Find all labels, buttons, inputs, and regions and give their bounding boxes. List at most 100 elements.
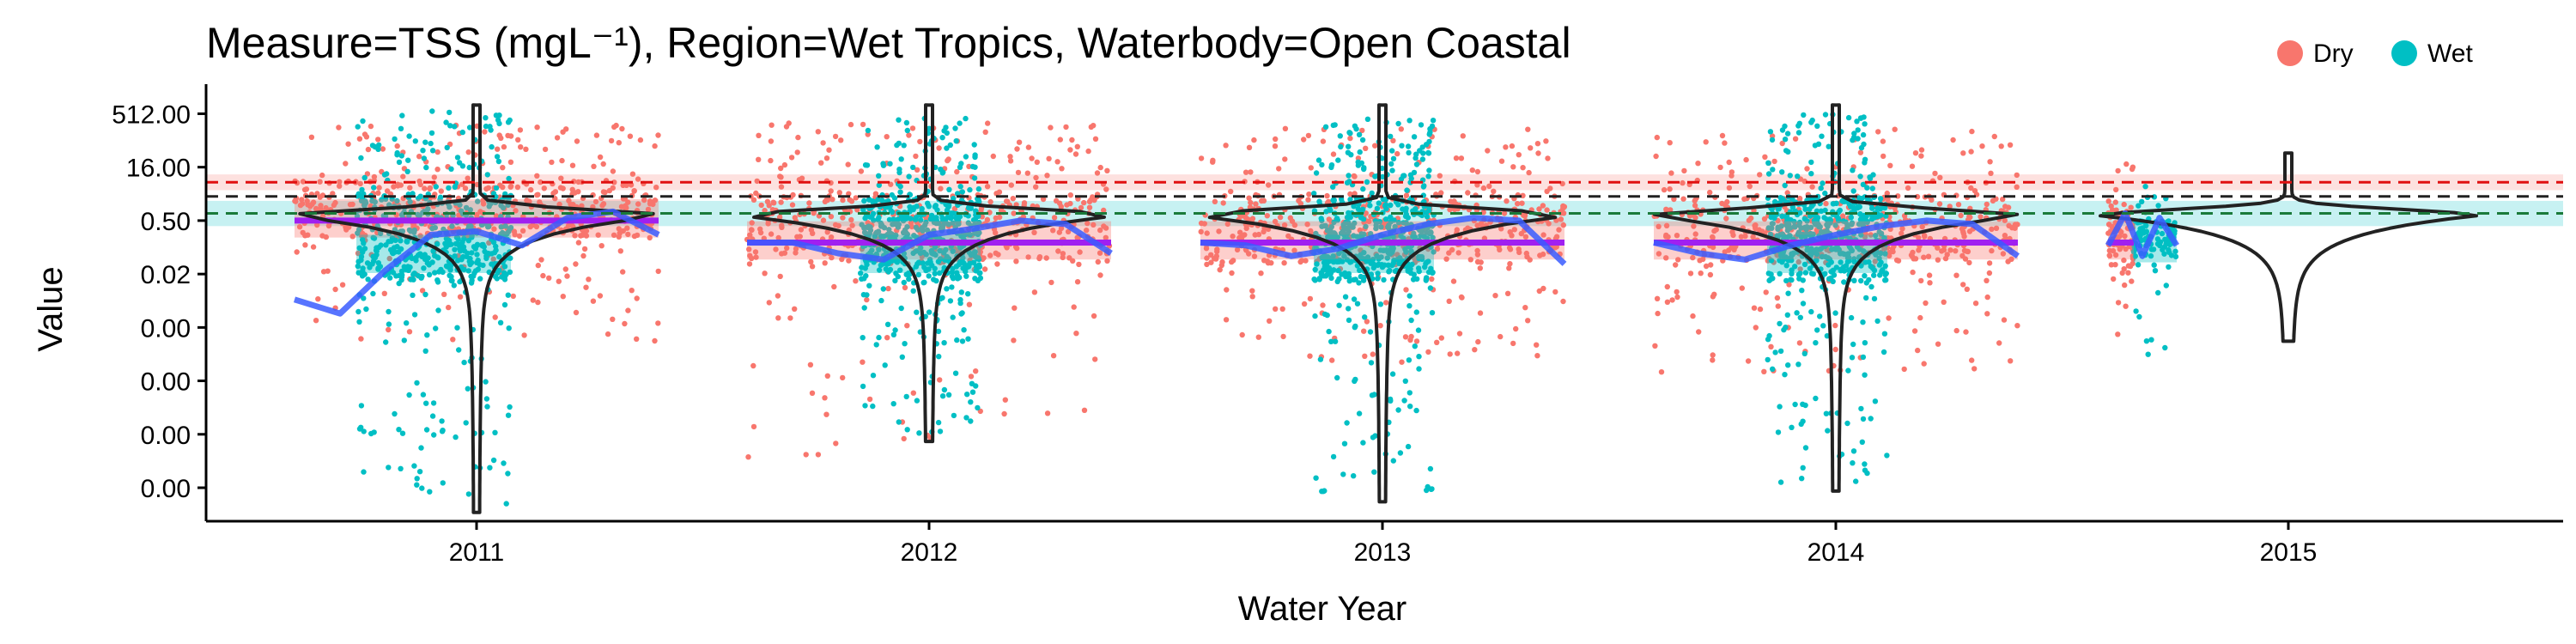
data-point-wet <box>1388 202 1394 209</box>
data-point-dry <box>908 220 914 226</box>
data-point-dry <box>824 229 830 235</box>
data-point-wet <box>1369 392 1376 398</box>
data-point-wet <box>1340 471 1346 477</box>
data-point-dry <box>815 452 822 458</box>
data-point-dry <box>987 198 993 205</box>
data-point-dry <box>591 163 597 169</box>
data-point-dry <box>1086 204 1093 210</box>
data-point-dry <box>1915 347 1921 354</box>
data-point-wet <box>918 217 924 223</box>
data-point-wet <box>455 241 462 248</box>
data-point-dry <box>1661 186 1668 193</box>
data-point-dry <box>2129 166 2136 173</box>
data-point-dry <box>1242 215 1249 221</box>
data-point-dry <box>1932 170 1938 177</box>
data-point-dry <box>483 185 489 192</box>
data-point-dry <box>500 165 506 171</box>
data-point-dry <box>1007 154 1013 160</box>
data-point-wet <box>1413 161 1420 167</box>
data-point-wet <box>1801 112 1807 118</box>
data-point-wet <box>463 420 469 426</box>
data-point-wet <box>1354 301 1361 307</box>
data-point-wet <box>493 185 500 191</box>
data-point-wet <box>417 193 423 199</box>
data-point-wet <box>1407 404 1413 410</box>
data-point-dry <box>1465 190 1471 196</box>
data-point-dry <box>1910 269 1916 276</box>
data-point-wet <box>1403 205 1409 211</box>
data-point-dry <box>395 183 401 189</box>
data-point-dry <box>860 359 866 365</box>
data-point-wet <box>1857 115 1864 121</box>
data-point-wet <box>496 253 502 260</box>
data-point-dry <box>635 176 641 182</box>
data-point-wet <box>456 160 463 166</box>
data-point-wet <box>421 155 428 161</box>
data-point-wet <box>906 173 912 179</box>
data-point-wet <box>943 201 949 208</box>
data-point-dry <box>1438 335 1445 341</box>
data-point-wet <box>507 404 513 410</box>
data-point-dry <box>325 222 332 229</box>
data-point-dry <box>330 191 336 197</box>
x-tick-label: 2013 <box>1354 538 1412 567</box>
data-point-wet <box>1425 173 1431 179</box>
data-point-dry <box>1652 343 1658 349</box>
data-point-dry <box>600 189 607 195</box>
data-point-wet <box>926 203 932 209</box>
data-point-dry <box>629 171 636 177</box>
data-point-dry <box>1071 304 1077 310</box>
data-point-wet <box>465 268 471 274</box>
data-point-dry <box>996 189 1003 195</box>
data-point-dry <box>540 272 546 279</box>
data-point-wet <box>383 339 389 345</box>
data-point-dry <box>1823 200 1829 207</box>
data-point-dry <box>1726 159 1732 166</box>
data-point-wet <box>1427 285 1434 291</box>
data-point-wet <box>483 115 489 121</box>
data-point-dry <box>304 198 310 204</box>
data-point-wet <box>968 418 974 424</box>
data-point-dry <box>1984 201 1990 208</box>
data-point-dry <box>1279 306 1285 312</box>
data-point-wet <box>1405 443 1412 450</box>
data-point-wet <box>1430 118 1437 124</box>
data-point-dry <box>518 144 524 150</box>
data-point-dry <box>1004 245 1010 251</box>
data-point-dry <box>1710 357 1716 363</box>
data-point-dry <box>1329 357 1335 363</box>
data-point-wet <box>937 428 944 434</box>
data-point-dry <box>581 246 588 252</box>
data-point-wet <box>360 265 366 271</box>
data-point-wet <box>411 463 417 469</box>
data-point-dry <box>617 248 623 254</box>
data-point-dry <box>1034 159 1041 165</box>
data-point-dry <box>1543 138 1549 144</box>
data-point-wet <box>961 327 967 333</box>
data-point-dry <box>1498 333 1504 340</box>
data-point-wet <box>1822 112 1829 118</box>
data-point-wet <box>876 173 882 179</box>
data-point-wet <box>977 275 984 282</box>
x-tick-label: 2012 <box>901 538 958 567</box>
data-point-dry <box>550 190 556 197</box>
data-point-wet <box>506 175 512 182</box>
data-point-dry <box>848 121 854 128</box>
data-point-wet <box>862 403 868 409</box>
data-point-wet <box>951 412 957 419</box>
y-tick-label: 0.50 <box>141 208 191 236</box>
data-point-dry <box>1522 305 1528 311</box>
data-point-dry <box>985 120 991 126</box>
data-point-dry <box>309 201 315 208</box>
data-point-wet <box>1795 130 1802 136</box>
data-point-wet <box>1868 416 1874 422</box>
data-point-dry <box>564 273 570 279</box>
data-point-wet <box>1337 133 1344 139</box>
data-point-dry <box>590 298 597 304</box>
data-point-wet <box>2155 203 2161 209</box>
data-point-wet <box>1787 173 1793 179</box>
data-point-dry <box>1918 147 1925 153</box>
data-point-wet <box>957 296 963 303</box>
data-point-dry <box>752 249 759 255</box>
data-point-dry <box>828 188 834 194</box>
